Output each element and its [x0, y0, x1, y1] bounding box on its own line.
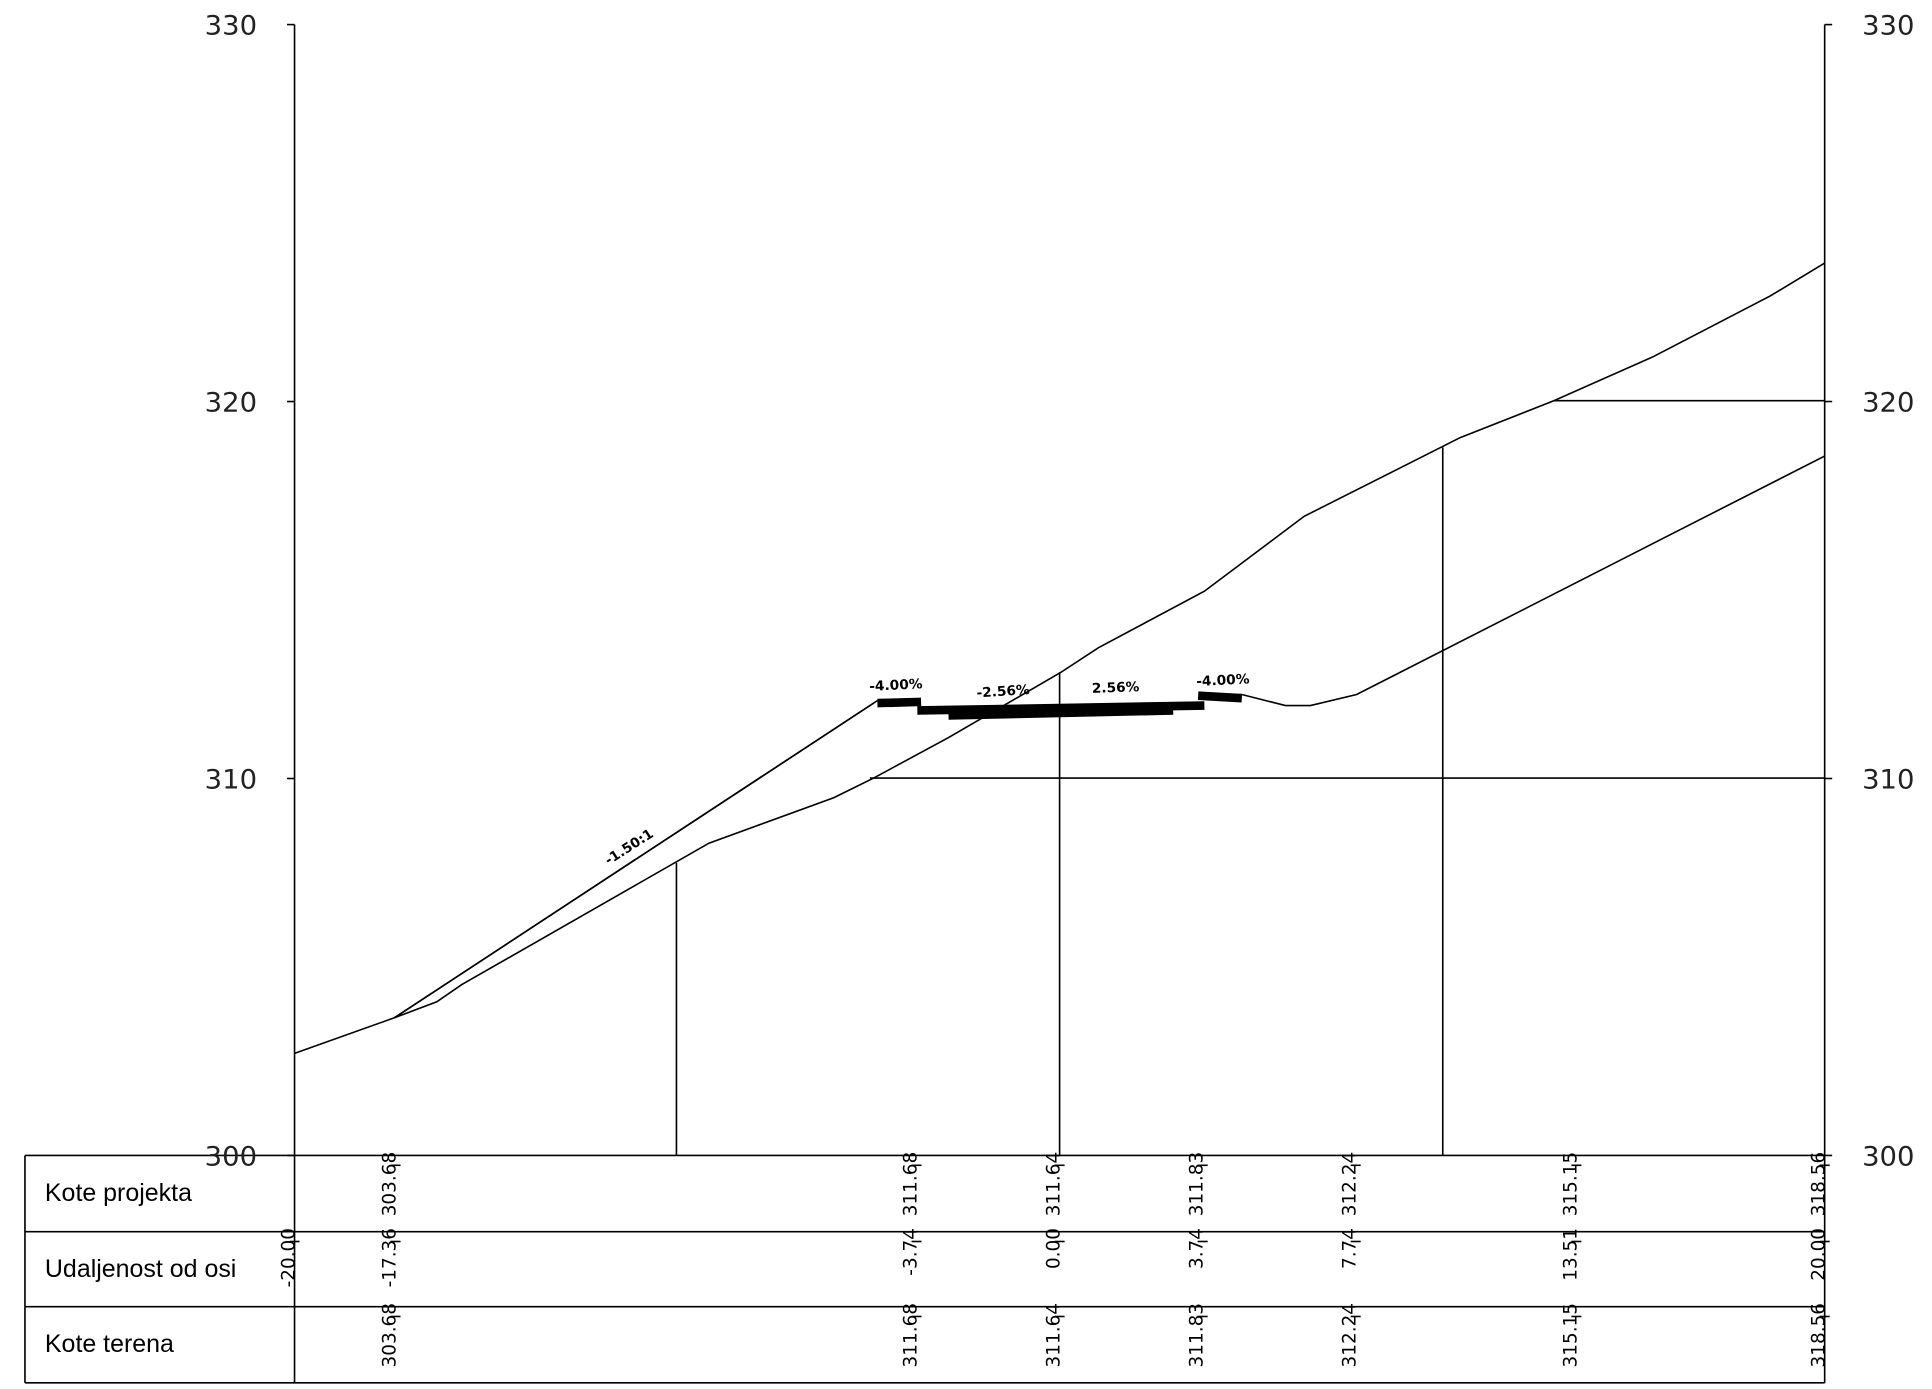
- cell-value: 20.00: [1809, 1228, 1830, 1281]
- road-surface: [917, 701, 1205, 715]
- y-tick-label: 300: [1862, 1141, 1914, 1172]
- cell-value: 311.64: [1043, 1152, 1064, 1217]
- road-surface: [948, 706, 1174, 720]
- cell-value: -3.74: [900, 1228, 921, 1276]
- terrain-line: [294, 262, 1826, 1055]
- y-tick-label: 310: [1862, 765, 1914, 796]
- y-tick-label: 320: [205, 388, 257, 419]
- y-tick-label: 300: [205, 1141, 257, 1172]
- cell-value: 0.00: [1043, 1228, 1064, 1269]
- cell-value: 311.68: [900, 1303, 921, 1368]
- cell-value: 315.15: [1560, 1303, 1581, 1368]
- cell-value: 318.56: [1809, 1152, 1830, 1217]
- road-shoulder: [1197, 691, 1243, 703]
- annotation: -4.00%: [1196, 671, 1250, 690]
- row-label: Udaljenost od osi: [45, 1256, 236, 1283]
- row-label: Kote projekta: [45, 1180, 192, 1207]
- road-shoulder: [877, 697, 922, 708]
- cell-value: -17.36: [379, 1228, 400, 1287]
- cell-value: -20.00: [278, 1228, 299, 1287]
- y-tick-label: 310: [205, 765, 257, 796]
- cell-value: 311.83: [1187, 1152, 1208, 1217]
- cell-value: 312.24: [1340, 1303, 1361, 1368]
- drawing: [24, 24, 1826, 1384]
- cell-value: 312.24: [1340, 1152, 1361, 1217]
- cell-value: 311.68: [900, 1152, 921, 1217]
- cell-value: 311.83: [1187, 1303, 1208, 1368]
- cell-value: 3.74: [1187, 1228, 1208, 1269]
- annotation: 2.56%: [1092, 679, 1140, 697]
- cell-value: 318.56: [1809, 1303, 1830, 1368]
- annotation: -2.56%: [976, 682, 1031, 702]
- y-tick-label: 330: [1862, 11, 1914, 42]
- cell-value: 315.15: [1560, 1152, 1581, 1217]
- y-tick-label: 330: [205, 11, 257, 42]
- row-label: Kote terena: [45, 1331, 174, 1358]
- fill-slope: [393, 702, 875, 1019]
- y-tick-label: 320: [1862, 388, 1914, 419]
- cell-value: 311.64: [1043, 1303, 1064, 1368]
- cell-value: 7.74: [1340, 1228, 1361, 1269]
- ditch-line: [1204, 455, 1826, 707]
- cell-value: 13.51: [1560, 1228, 1581, 1281]
- annotation: -4.00%: [869, 676, 923, 695]
- cell-value: 303.68: [379, 1152, 400, 1217]
- annotation: -1.50:1: [602, 826, 657, 869]
- cell-value: 303.68: [379, 1303, 400, 1368]
